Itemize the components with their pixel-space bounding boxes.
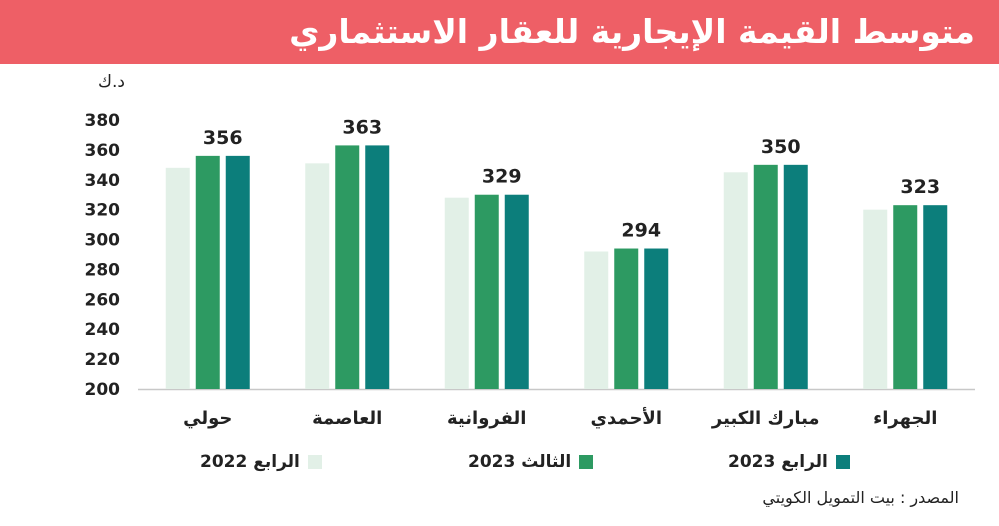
x-tick-label: الجهراء [873, 408, 937, 429]
y-tick-label: 320 [85, 201, 121, 221]
bar-q4-2022 [165, 167, 190, 389]
legend-label-q4-2023: الرابع 2023 [728, 452, 828, 472]
bar-q3-2023 [753, 164, 778, 389]
x-tick-label: الأحمدي [590, 407, 662, 429]
legend-item-q3-2023: الثالث 2023 [468, 452, 594, 472]
x-tick-label: العاصمة [312, 408, 382, 429]
x-tick-label: حولي [183, 408, 232, 429]
data-label: 350 [761, 136, 801, 158]
y-tick-label: 260 [85, 290, 121, 310]
y-axis-unit-label: د.ك [98, 72, 125, 92]
y-tick-label: 200 [85, 380, 121, 400]
y-tick-label: 340 [85, 171, 121, 191]
legend-swatch-q4-2022 [307, 455, 322, 469]
data-label: 323 [900, 176, 940, 198]
bar-q4-2022 [305, 163, 330, 389]
bar-q4-2023 [923, 205, 948, 389]
bar-q4-2022 [584, 251, 609, 389]
source-note: المصدر : بيت التمويل الكويتي [762, 488, 959, 507]
data-label: 329 [482, 166, 522, 188]
bar-q4-2023 [225, 155, 250, 389]
y-tick-label: 280 [85, 260, 121, 280]
bar-q3-2023 [614, 248, 639, 389]
y-tick-label: 220 [85, 350, 121, 370]
y-tick-label: 240 [85, 320, 121, 340]
y-tick-label: 380 [85, 111, 121, 131]
bar-q4-2022 [863, 209, 888, 389]
legend-item-q4-2023: الرابع 2023 [728, 452, 850, 472]
bar-q4-2023 [783, 164, 808, 389]
legend-swatch-q3-2023 [579, 455, 594, 469]
bar-q4-2023 [644, 248, 669, 389]
bar-q3-2023 [195, 155, 220, 389]
x-tick-label: مبارك الكبير [711, 408, 820, 429]
legend-label-q3-2023: الثالث 2023 [468, 452, 572, 472]
x-tick-label: الفروانية [447, 408, 526, 429]
legend-swatch-q4-2023 [835, 455, 850, 469]
data-label: 363 [342, 116, 382, 138]
bar-chart: 200 220 240 260 280 300 320 340 360 380 356 حولي 363… [85, 111, 975, 429]
bar-q4-2022 [723, 172, 748, 389]
y-tick-label: 360 [85, 141, 121, 161]
y-tick-label: 300 [85, 231, 121, 251]
bar-q3-2023 [335, 145, 360, 389]
bar-q4-2023 [504, 194, 529, 389]
legend-label-q4-2022: الرابع 2022 [200, 452, 300, 472]
bar-q3-2023 [474, 194, 499, 389]
bar-q3-2023 [893, 205, 918, 389]
data-label: 294 [621, 220, 661, 242]
bar-q4-2022 [444, 197, 469, 389]
legend-item-q4-2022: الرابع 2022 [200, 452, 322, 472]
data-label: 356 [203, 127, 243, 149]
bar-q4-2023 [365, 145, 390, 389]
title-bar: متوسط القيمة الإيجارية للعقار الاستثماري [0, 0, 999, 64]
chart-title: متوسط القيمة الإيجارية للعقار الاستثماري [289, 12, 975, 51]
